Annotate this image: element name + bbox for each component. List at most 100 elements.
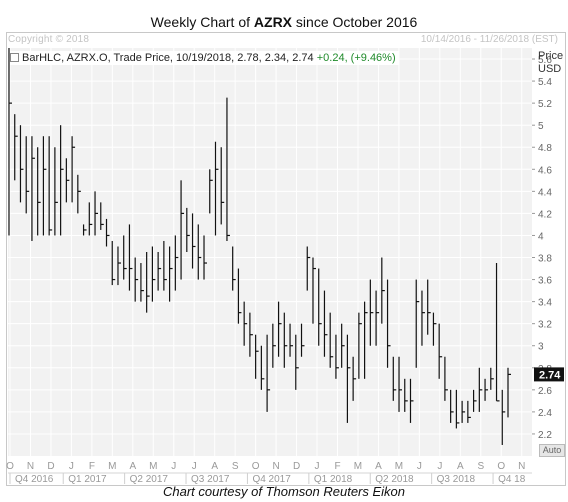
y-tick-label: 2.6 bbox=[538, 386, 552, 397]
quarter-label: Q3 2017 bbox=[191, 474, 230, 485]
quarter-label: Q2 2018 bbox=[375, 474, 414, 485]
y-tick-label: 3.2 bbox=[538, 320, 552, 331]
price-bar bbox=[117, 246, 121, 286]
y-tick-label: 3 bbox=[538, 342, 544, 353]
last-price-label: 2.74 bbox=[539, 369, 561, 381]
month-label: A bbox=[457, 461, 464, 472]
chart-credit: Chart courtesy of Thomson Reuters Eikon bbox=[162, 484, 406, 499]
month-label: J bbox=[171, 461, 176, 472]
price-bar bbox=[123, 235, 127, 280]
price-bar bbox=[54, 147, 58, 236]
y-tick-label: 5.6 bbox=[538, 55, 552, 66]
price-bar bbox=[364, 301, 368, 379]
month-label: J bbox=[417, 461, 422, 472]
auto-scale-button[interactable]: Auto bbox=[539, 444, 565, 457]
price-bar bbox=[37, 147, 41, 236]
month-label: A bbox=[375, 461, 382, 472]
month-label: D bbox=[293, 461, 300, 472]
x-axis: O N D J F M A M J J A S O N D J F M A M J J A S O N Q4 2016 Q1 2017… bbox=[6, 461, 532, 485]
month-label: J bbox=[69, 461, 74, 472]
price-bar bbox=[386, 279, 391, 368]
price-bar bbox=[243, 301, 248, 346]
y-axis-title: Price USD bbox=[538, 50, 564, 75]
price-bar bbox=[381, 257, 385, 324]
price-bar bbox=[191, 213, 196, 269]
quarter-label: Q3 2018 bbox=[437, 474, 476, 485]
price-bar bbox=[14, 114, 18, 181]
price-bar bbox=[8, 48, 12, 236]
price-bar bbox=[105, 218, 110, 247]
price-bar bbox=[352, 356, 357, 401]
price-bar bbox=[25, 136, 30, 214]
price-bar bbox=[467, 400, 471, 423]
price-bar bbox=[335, 334, 339, 379]
price-bar bbox=[358, 312, 362, 379]
price-bar bbox=[19, 125, 24, 203]
price-bar bbox=[444, 356, 448, 401]
price-bar bbox=[409, 378, 414, 423]
price-bar bbox=[163, 240, 167, 291]
y-tick-label: 3.6 bbox=[538, 276, 552, 287]
y-tick-label: 2.2 bbox=[538, 430, 552, 441]
price-bar bbox=[65, 158, 70, 203]
price-bar bbox=[295, 334, 299, 390]
y-tick-label: 4 bbox=[538, 231, 544, 242]
price-bar bbox=[392, 356, 397, 401]
y-tick-label: 4.2 bbox=[538, 209, 552, 220]
price-bar bbox=[203, 235, 208, 280]
month-label: N bbox=[27, 461, 34, 472]
price-bar bbox=[329, 312, 334, 368]
price-bar bbox=[277, 301, 282, 357]
price-bar bbox=[478, 367, 483, 412]
price-bar bbox=[180, 180, 185, 280]
quarter-label: Q4 18 bbox=[498, 474, 526, 485]
price-bar bbox=[134, 257, 139, 302]
month-label: M bbox=[354, 461, 362, 472]
y-tick-label: 4.4 bbox=[538, 187, 552, 198]
month-label: J bbox=[315, 461, 320, 472]
price-bar bbox=[369, 279, 374, 346]
date-range: 10/14/2016 - 11/26/2018 (EST) bbox=[420, 34, 558, 45]
price-bar bbox=[341, 323, 345, 368]
price-bar bbox=[77, 174, 81, 214]
y-tick-label: 3.8 bbox=[538, 254, 552, 265]
price-bar bbox=[100, 202, 104, 230]
price-bar bbox=[450, 389, 454, 423]
price-bar bbox=[94, 191, 99, 236]
month-label: F bbox=[89, 461, 95, 472]
month-label: D bbox=[47, 461, 54, 472]
price-bar bbox=[31, 136, 35, 241]
price-bar bbox=[140, 263, 144, 302]
chart-title: Weekly Chart of AZRX since October 2016 bbox=[150, 14, 418, 30]
price-bar bbox=[255, 334, 259, 379]
month-label: O bbox=[6, 461, 14, 472]
price-bar bbox=[237, 268, 242, 324]
y-tick-label: 4.6 bbox=[538, 165, 552, 176]
price-bar bbox=[312, 257, 316, 324]
price-bar bbox=[495, 263, 500, 402]
price-bar bbox=[432, 312, 437, 346]
price-bar bbox=[283, 312, 288, 368]
y-tick-label: 4.8 bbox=[538, 143, 552, 154]
price-bar bbox=[48, 136, 53, 236]
price-bar bbox=[472, 389, 477, 412]
month-label: O bbox=[252, 461, 260, 472]
price-bar bbox=[249, 312, 253, 357]
price-bar bbox=[220, 147, 225, 225]
copyright-watermark: Copyright © 2018 bbox=[8, 34, 90, 45]
price-bar bbox=[438, 323, 443, 379]
price-bar bbox=[404, 378, 408, 412]
price-bar bbox=[157, 252, 162, 291]
month-label: A bbox=[211, 461, 218, 472]
price-bar bbox=[71, 136, 76, 203]
price-bar bbox=[128, 224, 133, 291]
month-label: M bbox=[149, 461, 157, 472]
quarter-label: Q2 2017 bbox=[130, 474, 169, 485]
price-bar bbox=[427, 279, 431, 335]
y-tick-label: 2.4 bbox=[538, 408, 552, 419]
series-toggle-icon[interactable] bbox=[10, 52, 19, 62]
quarter-label: Q1 2017 bbox=[68, 474, 107, 485]
price-bar bbox=[151, 246, 156, 302]
month-label: S bbox=[232, 461, 239, 472]
